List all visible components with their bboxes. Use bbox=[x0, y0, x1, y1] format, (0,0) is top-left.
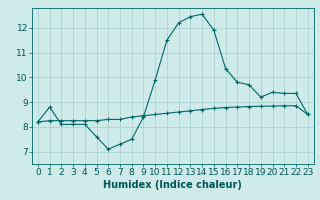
X-axis label: Humidex (Indice chaleur): Humidex (Indice chaleur) bbox=[103, 180, 242, 190]
